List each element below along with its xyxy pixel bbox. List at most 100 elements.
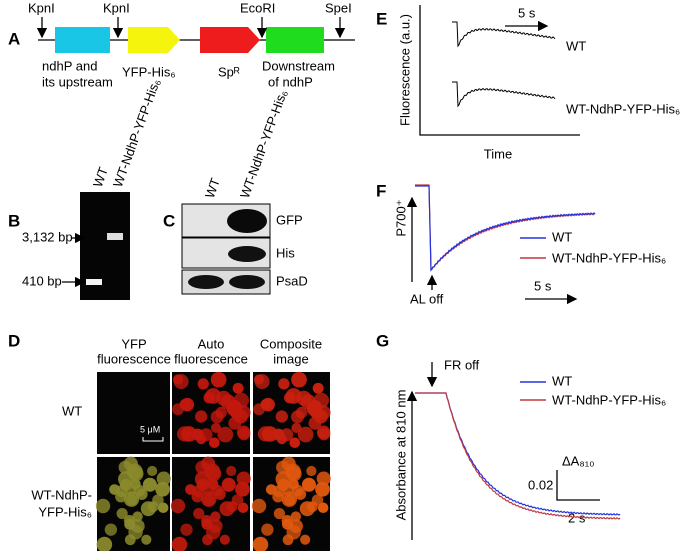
cell (132, 511, 143, 522)
cell (147, 501, 159, 513)
cell (116, 507, 128, 520)
cell (141, 534, 152, 545)
ndhp-block (55, 27, 110, 53)
cell (312, 382, 324, 394)
marker-label: 410 bp (22, 273, 62, 288)
trace (415, 392, 621, 520)
cell (215, 406, 227, 419)
cell (253, 374, 265, 385)
cell (315, 481, 330, 497)
cell (236, 425, 251, 439)
part-label: ndhP and (42, 58, 97, 73)
cell (292, 484, 304, 497)
cell (275, 410, 288, 423)
time-scale: 5 s (518, 5, 536, 20)
micrograph (253, 371, 331, 454)
site-label: KpnI (103, 0, 130, 15)
panel-b: B WT WT-NdhP-YFP-His₆ 3,132 bp 410 bp (8, 77, 163, 300)
scale-bar (142, 437, 164, 442)
spr-block (200, 27, 260, 53)
cell (226, 465, 237, 477)
trace (415, 185, 596, 272)
scale-bar (556, 470, 600, 501)
lane-label: WT-NdhP-YFP-His₆ (110, 77, 163, 190)
cell (124, 518, 136, 530)
micrograph-bg (97, 372, 170, 454)
lane-label: WT (90, 165, 111, 189)
scale-label: 5 μM (140, 424, 160, 434)
cell (177, 426, 193, 442)
lane-label: WT (202, 176, 223, 200)
cell (199, 428, 213, 442)
cell (281, 518, 294, 530)
cell (220, 394, 236, 410)
trace-label: WT-NdhP-YFP-His₆ (566, 101, 680, 116)
cell (133, 484, 146, 497)
micrograph (97, 372, 170, 454)
legend-label: WT-NdhP-YFP-His₆ (552, 392, 666, 407)
y-axis-label: Absorbance at 810 nm (393, 390, 408, 521)
panel-c: C WT WT-NdhP-YFP-His₆ GFP His PsaD (163, 88, 308, 295)
cell (210, 422, 222, 433)
column-header: fluorescence (174, 351, 248, 366)
cell (307, 501, 318, 513)
column-header: Auto (198, 336, 225, 351)
legend-label: WT (552, 373, 572, 388)
cell (272, 428, 285, 441)
cell (95, 498, 111, 514)
panel-letter: C (163, 211, 175, 230)
blot-label: PsaD (276, 273, 308, 288)
cell (172, 374, 184, 385)
event-label: FR off (444, 357, 480, 372)
cell (226, 501, 238, 513)
panel-letter: G (376, 331, 389, 350)
cell (289, 437, 301, 449)
cell (157, 502, 169, 514)
cell (219, 534, 230, 545)
cell (104, 523, 118, 536)
cell (306, 465, 317, 477)
x-axis-label: Time (484, 146, 512, 161)
panel-letter: D (8, 331, 20, 350)
gel-band (107, 233, 123, 240)
part-label: Downstream (262, 58, 335, 73)
cell (96, 536, 113, 551)
cell (179, 399, 191, 411)
row-label: WT-NdhP- (31, 487, 92, 502)
downstream-block (266, 27, 324, 53)
cell (193, 507, 205, 520)
panel-letter: B (8, 211, 20, 230)
time-scale: 5 s (534, 278, 552, 293)
part-label: of ndhP (268, 74, 313, 89)
row-label: YFP-His₆ (38, 504, 92, 519)
part-label: YFP-His₆ (122, 64, 176, 79)
cell (301, 477, 316, 492)
scale-unit: ΔA₈₁₀ (562, 453, 595, 468)
cell (191, 428, 204, 441)
cell (316, 471, 331, 486)
micrograph (170, 456, 251, 551)
cell (278, 378, 290, 390)
micrograph (95, 456, 171, 551)
cell (236, 405, 251, 420)
cell (197, 378, 209, 390)
blot-band (229, 275, 265, 289)
cell (123, 491, 140, 507)
column-header: Composite (260, 336, 322, 351)
trace (415, 392, 621, 516)
y-axis-label: P700⁺ (393, 199, 408, 236)
blot-band (227, 209, 267, 233)
legend-label: WT (552, 229, 572, 244)
y-axis-label: Fluorescence (a.u.) (397, 14, 412, 126)
cell (171, 536, 188, 551)
site-label: KpnI (28, 0, 55, 15)
panel-letter: A (8, 29, 20, 48)
blot-band (228, 246, 266, 262)
trace (452, 21, 556, 48)
cell (155, 481, 170, 497)
cell (236, 471, 251, 486)
panel-letter: F (376, 181, 386, 200)
cell (156, 471, 171, 486)
cell (316, 405, 331, 420)
cell (210, 371, 227, 388)
